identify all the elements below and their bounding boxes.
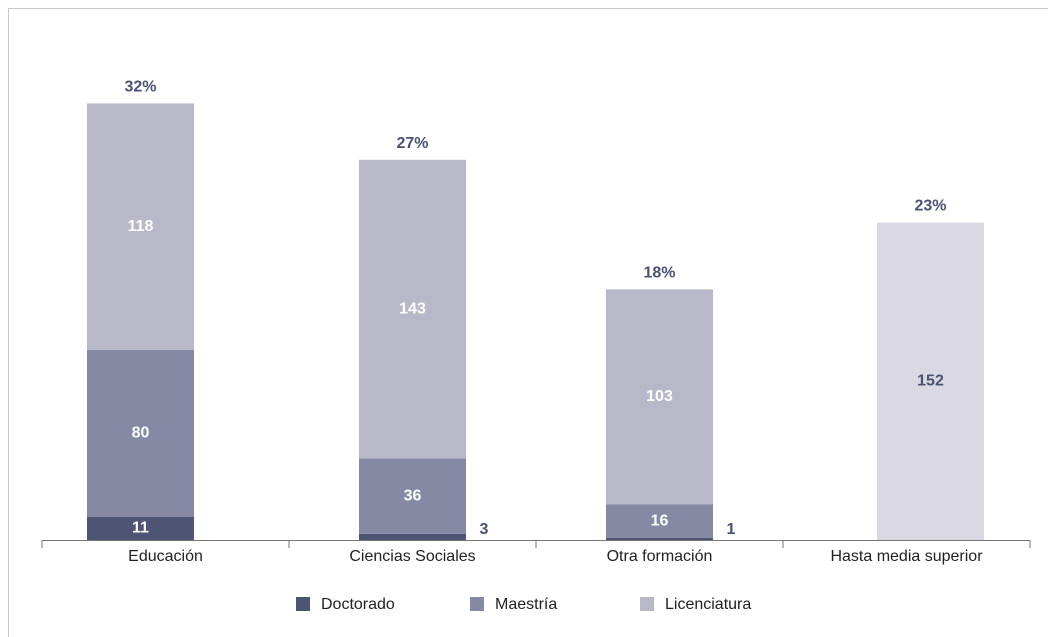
x-tick-label: Ciencias Sociales [349,548,475,565]
percent-label: 18% [643,265,675,282]
data-label: 143 [399,300,426,317]
data-label: 36 [404,487,422,504]
bar-segment [359,458,466,534]
percent-label: 23% [914,198,946,215]
data-label: 3 [480,521,489,538]
legend-label: Maestría [495,596,557,613]
legend-swatch [640,597,654,611]
bar-segment [359,159,466,459]
data-label: 80 [132,425,150,442]
bar-segment [606,504,713,538]
x-tick-label: Educación [128,548,203,565]
legend-label: Doctorado [321,596,395,613]
legend-swatch [470,597,484,611]
bar-segment [87,103,194,350]
bar-segment [877,222,984,540]
percent-label: 27% [396,135,428,152]
bar-segment [606,289,713,505]
data-label: 152 [917,372,944,389]
percent-label: 32% [124,79,156,96]
data-label: 1 [727,521,736,538]
x-tick-label: Hasta media superior [830,548,983,565]
bar-segment [359,533,466,540]
data-label: 103 [646,388,673,405]
data-label: 16 [651,512,669,529]
legend-label: Licenciatura [665,596,751,613]
x-tick-label: Otra formación [607,548,713,565]
bar-segment [87,349,194,518]
bar-segment [606,537,713,540]
bar-segment [87,517,194,540]
data-label: 11 [132,520,149,537]
data-label: 118 [128,218,154,235]
legend-swatch [296,597,310,611]
